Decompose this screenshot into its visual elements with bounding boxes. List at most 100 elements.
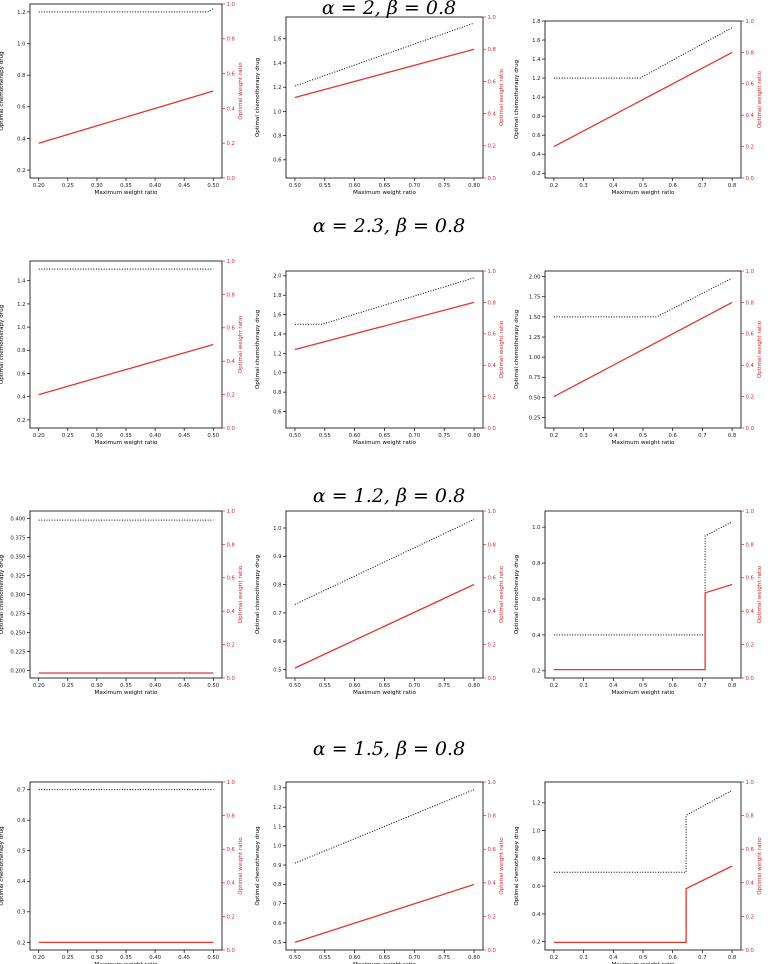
y2-tick-label: 0.0 xyxy=(488,176,497,182)
y-tick-label: 0.7 xyxy=(273,611,281,617)
y2-tick-label: 0.8 xyxy=(227,814,236,820)
x-tick-label: 0.2 xyxy=(550,955,558,961)
y2-tick-label: 0.6 xyxy=(746,576,755,582)
y2-axis-label: Optimal weight ratio xyxy=(238,315,244,373)
y-tick-label: 1.3 xyxy=(273,786,281,792)
x-tick-label: 0.4 xyxy=(609,433,618,439)
y-tick-label: 0.8 xyxy=(273,390,282,396)
y-tick-label: 0.6 xyxy=(273,409,282,415)
x-tick-label: 0.3 xyxy=(579,183,587,189)
weight-ratio-series-line xyxy=(294,48,475,99)
y-tick-label: 1.25 xyxy=(529,335,541,341)
y2-tick-label: 0.0 xyxy=(488,426,497,432)
y-tick-label: 1.8 xyxy=(532,19,541,25)
x-tick-label: 0.55 xyxy=(319,433,331,439)
y2-tick-label: 0.2 xyxy=(746,145,754,151)
figure-title-row-1: α = 2, β = 0.8 xyxy=(321,0,457,19)
y-tick-label: 1.2 xyxy=(17,10,25,16)
y2-tick-label: 0.2 xyxy=(227,393,235,399)
y2-tick-label: 0.6 xyxy=(746,332,755,338)
y2-tick-label: 0.0 xyxy=(488,948,497,954)
y-tick-label: 1.0 xyxy=(532,95,541,101)
y-tick-label: 0.350 xyxy=(10,554,26,560)
y2-tick-label: 0.2 xyxy=(746,914,754,920)
y-tick-label: 1.2 xyxy=(273,351,281,357)
weight-ratio-series-line xyxy=(553,301,733,398)
y-axis-label: Optimal chemotherapy drug xyxy=(255,826,261,906)
x-tick-label: 0.35 xyxy=(120,433,132,439)
x-tick-label: 0.6 xyxy=(668,955,677,961)
x-tick-label: 0.75 xyxy=(438,683,450,689)
x-tick-label: 0.5 xyxy=(639,955,647,961)
y-axis-label: Optimal chemotherapy drug xyxy=(0,554,5,634)
x-tick-label: 0.8 xyxy=(728,183,737,189)
y-tick-label: 0.50 xyxy=(529,395,541,401)
y2-tick-label: 0.2 xyxy=(227,141,235,147)
x-axis-label: Maximum weight ratio xyxy=(95,962,158,964)
y2-tick-label: 0.0 xyxy=(488,676,497,682)
y2-tick-label: 0.0 xyxy=(746,426,755,432)
y-tick-label: 1.0 xyxy=(273,526,282,532)
y-tick-label: 0.5 xyxy=(273,940,281,946)
y2-tick-label: 0.6 xyxy=(488,79,497,85)
y2-tick-label: 0.4 xyxy=(746,609,755,615)
drug-series-line xyxy=(294,22,475,87)
y-tick-label: 0.25 xyxy=(529,415,541,421)
y2-tick-label: 0.4 xyxy=(227,359,236,365)
y2-tick-label: 1.0 xyxy=(746,509,755,515)
x-tick-label: 0.8 xyxy=(728,683,737,689)
x-tick-label: 0.50 xyxy=(289,433,301,439)
y2-tick-label: 0.8 xyxy=(746,814,755,820)
x-tick-label: 0.80 xyxy=(468,183,480,189)
x-tick-label: 0.65 xyxy=(379,433,391,439)
y2-axis-label: Optimal weight ratio xyxy=(757,837,763,895)
y2-tick-label: 0.8 xyxy=(488,542,497,548)
y2-tick-label: 0.0 xyxy=(746,176,755,182)
y-tick-label: 1.2 xyxy=(17,302,25,308)
y-axis-label: Optimal chemotherapy drug xyxy=(514,826,520,906)
y2-tick-label: 1.0 xyxy=(746,780,755,786)
y-tick-label: 1.4 xyxy=(273,61,282,67)
weight-ratio-series-line xyxy=(553,583,733,671)
x-tick-label: 0.7 xyxy=(698,955,706,961)
y2-tick-label: 0.0 xyxy=(227,676,236,682)
x-axis-label: Maximum weight ratio xyxy=(353,440,416,446)
y-axis-label: Optimal chemotherapy drug xyxy=(514,309,520,389)
y2-tick-label: 0.4 xyxy=(488,609,497,615)
y-axis-label: Optimal chemotherapy drug xyxy=(255,309,261,389)
x-tick-label: 0.75 xyxy=(438,955,450,961)
x-tick-label: 0.25 xyxy=(62,683,74,689)
x-tick-label: 0.65 xyxy=(379,683,391,689)
y2-tick-label: 0.2 xyxy=(227,914,235,920)
y2-axis-label: Optimal weight ratio xyxy=(499,837,505,895)
y-axis-label: Optimal chemotherapy drug xyxy=(514,59,520,139)
y2-tick-label: 0.0 xyxy=(227,426,236,432)
y-tick-label: 0.2 xyxy=(17,168,25,174)
x-tick-label: 0.55 xyxy=(319,683,331,689)
y-tick-label: 0.8 xyxy=(532,561,541,567)
y2-axis-label: Optimal weight ratio xyxy=(238,62,244,120)
y2-tick-label: 0.6 xyxy=(488,576,497,582)
y-tick-label: 0.275 xyxy=(10,611,25,617)
x-tick-label: 0.6 xyxy=(668,433,677,439)
x-tick-label: 0.8 xyxy=(728,955,737,961)
drug-series-line xyxy=(553,521,733,636)
x-tick-label: 0.20 xyxy=(33,683,45,689)
x-tick-label: 0.2 xyxy=(550,433,558,439)
y-axis-label: Optimal chemotherapy drug xyxy=(255,554,261,634)
y2-tick-label: 0.6 xyxy=(227,72,236,78)
y-tick-label: 0.4 xyxy=(17,136,26,142)
x-tick-label: 0.60 xyxy=(349,683,361,689)
y2-axis-label: Optimal weight ratio xyxy=(238,837,244,895)
weight-ratio-series-line xyxy=(294,583,475,669)
y-tick-label: 0.2 xyxy=(17,940,25,946)
x-axis-label: Maximum weight ratio xyxy=(95,690,158,696)
y2-tick-label: 0.0 xyxy=(746,676,755,682)
y-tick-label: 0.2 xyxy=(17,418,25,424)
drug-series-line xyxy=(553,789,733,873)
